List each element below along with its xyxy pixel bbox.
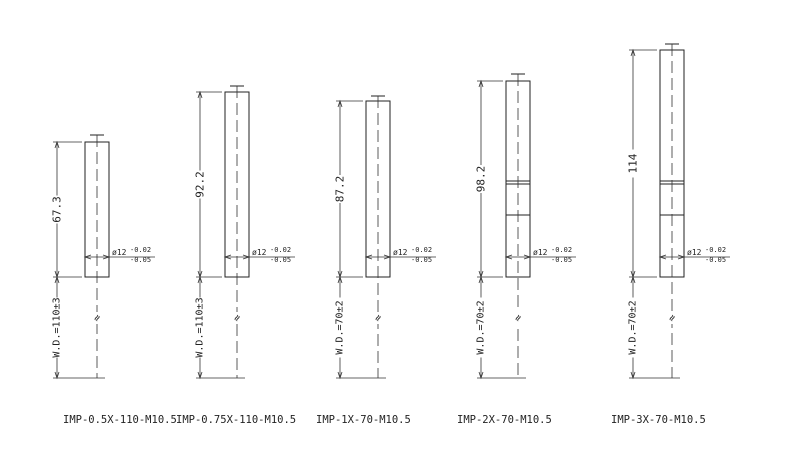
arrowhead	[478, 275, 484, 284]
label-bg	[627, 297, 639, 358]
tolerance-lower: -0.05	[130, 256, 151, 264]
diameter-label: ø12	[112, 248, 127, 257]
label-bg	[334, 297, 346, 358]
label-bg	[475, 297, 487, 358]
length-dimension-label: 67.3	[51, 196, 64, 223]
arrowhead	[197, 371, 203, 380]
lens-1: 67.3W.D.=110±3 ≈ø12 -0.02-0.05	[51, 134, 155, 380]
diameter-label: ø12	[252, 248, 267, 257]
tolerance-lower: -0.05	[270, 256, 291, 264]
arrowhead	[197, 90, 203, 99]
arrowhead	[630, 48, 636, 57]
arrowhead	[337, 371, 343, 380]
length-dimension-label: 98.2	[475, 166, 488, 193]
arrowhead	[658, 254, 686, 260]
arrowhead	[337, 99, 343, 108]
lens-3: 87.2W.D.=70±2 ≈ø12 -0.02-0.05	[334, 95, 436, 380]
length-dimension-label: 92.2	[194, 171, 207, 198]
arrowhead	[630, 275, 636, 284]
tolerance-upper: -0.02	[705, 246, 726, 254]
arrowhead	[83, 254, 111, 260]
tolerance-lower: -0.05	[705, 256, 726, 264]
working-distance-label: W.D.=70±2	[476, 300, 487, 354]
arrowhead	[54, 140, 60, 149]
arrowhead	[478, 371, 484, 380]
working-distance-label: W.D.=110±3	[195, 297, 206, 357]
label-bg	[475, 165, 487, 193]
model-label-5: IMP-3X-70-M10.5	[611, 414, 706, 426]
arrowhead	[630, 371, 636, 380]
arrowhead	[54, 371, 60, 380]
model-label-2: IMP-0.75X-110-M10.5	[176, 414, 297, 426]
working-distance-label: W.D.=70±2	[628, 300, 639, 354]
tolerance-lower: -0.05	[411, 256, 432, 264]
arrowhead	[54, 275, 60, 284]
tolerance-upper: -0.02	[270, 246, 291, 254]
arrowhead	[504, 254, 532, 260]
label-bg	[232, 312, 242, 324]
arrowhead	[197, 275, 203, 284]
model-label-4: IMP-2X-70-M10.5	[457, 414, 552, 426]
lens-4: 98.2W.D.=70±2 ≈ø12 -0.02-0.05	[475, 73, 576, 380]
diameter-label: ø12	[533, 248, 548, 257]
working-distance-label: W.D.=70±2	[335, 300, 346, 354]
tolerance-upper: -0.02	[551, 246, 572, 254]
tolerance-upper: -0.02	[130, 246, 151, 254]
length-dimension-label: 87.2	[334, 176, 347, 203]
label-bg	[334, 175, 346, 203]
arrowhead	[337, 275, 343, 284]
model-label-3: IMP-1X-70-M10.5	[316, 414, 411, 426]
working-distance-label: W.D.=110±3	[52, 297, 63, 357]
label-bg	[194, 297, 206, 358]
diameter-label: ø12	[393, 248, 408, 257]
label-bg	[373, 312, 383, 324]
arrowhead	[364, 254, 392, 260]
label-bg	[513, 312, 523, 324]
label-bg	[667, 312, 677, 324]
arrowhead	[223, 254, 251, 260]
tolerance-upper: -0.02	[411, 246, 432, 254]
lens-2: 92.2W.D.=110±3 ≈ø12 -0.02-0.05	[194, 85, 295, 380]
tolerance-lower: -0.05	[551, 256, 572, 264]
diameter-label: ø12	[687, 248, 702, 257]
length-dimension-label: 114	[627, 153, 640, 173]
arrowhead	[478, 79, 484, 88]
model-label-1: IMP-0.5X-110-M10.5	[63, 414, 177, 426]
label-bg	[51, 195, 63, 224]
label-bg	[92, 312, 102, 324]
label-bg	[194, 170, 206, 199]
label-bg	[627, 149, 639, 178]
label-bg	[51, 297, 63, 358]
